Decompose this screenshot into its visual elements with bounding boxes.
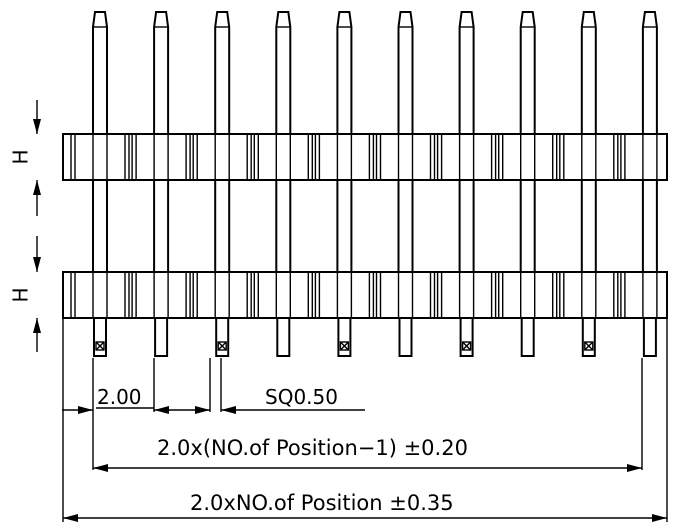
square-pin-label: SQ0.50 xyxy=(265,385,338,409)
inner-span-label: 2.0x(NO.of Position−1) ±0.20 xyxy=(157,436,468,460)
pin xyxy=(458,11,475,357)
pins xyxy=(92,11,658,357)
square-pin-dimension: SQ0.50 xyxy=(209,358,365,414)
housings xyxy=(62,133,668,319)
height-dimension-lower: H xyxy=(9,236,41,352)
height-label-upper: H xyxy=(9,149,33,164)
pitch-dimension: 2.00 xyxy=(62,358,210,470)
height-label-lower: H xyxy=(9,287,33,302)
pin xyxy=(336,11,353,357)
housing-upper xyxy=(62,133,668,181)
outer-span-label: 2.0xNO.of Position ±0.35 xyxy=(190,491,454,515)
pin xyxy=(92,11,108,357)
inner-span-dimension: 2.0x(NO.of Position−1) ±0.20 xyxy=(93,358,643,472)
housing-lower xyxy=(62,271,668,319)
height-dimension-upper: H xyxy=(9,100,41,216)
outer-span-dimension: 2.0xNO.of Position ±0.35 xyxy=(62,318,668,522)
pitch-label: 2.00 xyxy=(97,385,142,409)
pin xyxy=(519,11,536,357)
